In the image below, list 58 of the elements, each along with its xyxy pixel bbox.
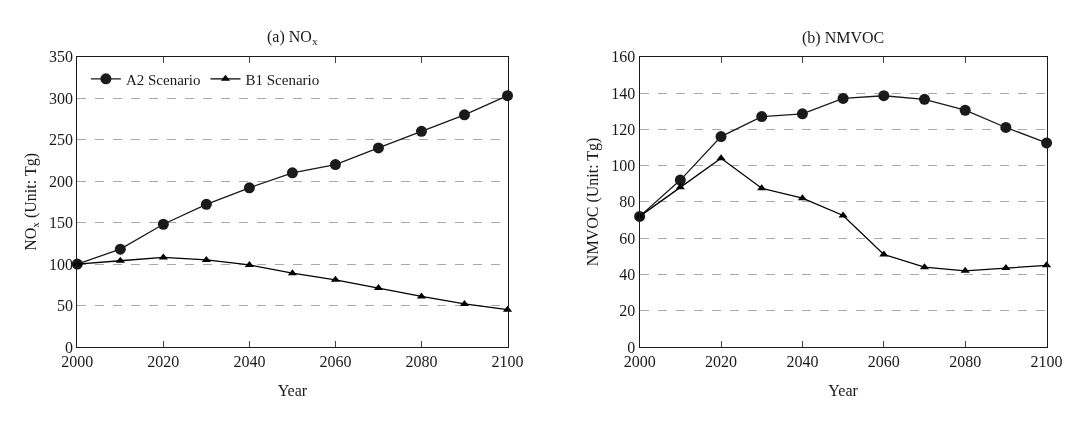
- point: [372, 142, 384, 154]
- y-axis-title: NMVOC (Unit: Tg): [584, 137, 603, 267]
- point: [329, 159, 341, 171]
- y-tick-label: 350: [49, 48, 74, 66]
- y-tick-label: 100: [49, 255, 74, 273]
- point: [1001, 264, 1011, 271]
- point: [415, 125, 427, 137]
- point: [243, 182, 255, 194]
- y-tick-label: 100: [611, 157, 636, 175]
- y-tick-label: 300: [49, 89, 74, 107]
- y-tick-label: 140: [611, 84, 636, 102]
- x-axis-title: Year: [828, 382, 859, 400]
- y-tick-label: 120: [611, 120, 636, 138]
- point: [960, 266, 970, 273]
- point: [837, 92, 849, 104]
- legend-label: B1 Scenario: [245, 71, 320, 88]
- point: [1000, 121, 1012, 133]
- x-tick-label: 2000: [623, 353, 656, 371]
- point: [286, 167, 298, 179]
- chart-title: (b) NMVOC: [802, 29, 885, 47]
- x-tick-label: 2100: [491, 353, 524, 371]
- legend-label: A2 Scenario: [125, 71, 201, 88]
- x-tick-label: 2000: [61, 353, 94, 371]
- x-tick-label: 2060: [319, 353, 352, 371]
- x-tick-label: 2080: [949, 353, 982, 371]
- point: [201, 255, 211, 262]
- y-tick-label: 0: [627, 338, 636, 356]
- y-tick-label: 60: [619, 229, 636, 247]
- y-tick-label: 200: [49, 172, 74, 190]
- x-tick-label: 2080: [405, 353, 438, 371]
- point: [918, 93, 930, 105]
- point: [157, 218, 169, 230]
- point: [200, 198, 212, 210]
- y-tick-label: 80: [619, 193, 636, 211]
- y-tick-label: 250: [49, 131, 74, 149]
- x-axis-title: Year: [277, 382, 308, 400]
- x-tick-label: 2060: [867, 353, 900, 371]
- y-tick-label: 40: [619, 266, 636, 284]
- y-tick-label: 150: [49, 214, 74, 232]
- point: [458, 109, 470, 121]
- point: [756, 111, 768, 123]
- point: [796, 108, 808, 120]
- point: [674, 174, 686, 186]
- chart-title: (a) NO$_{x}$: [267, 28, 318, 48]
- x-tick-label: 2020: [705, 353, 738, 371]
- point: [114, 243, 126, 255]
- x-tick-label: 2040: [233, 353, 266, 371]
- y-tick-label: 20: [619, 302, 636, 320]
- y-tick-label: 50: [57, 297, 74, 315]
- point: [878, 90, 890, 102]
- y-tick-label: 160: [611, 48, 636, 66]
- point: [115, 256, 125, 263]
- x-tick-label: 2040: [786, 353, 819, 371]
- point: [715, 131, 727, 143]
- x-tick-label: 2100: [1030, 353, 1063, 371]
- point: [959, 104, 971, 116]
- x-tick-label: 2020: [147, 353, 180, 371]
- y-tick-label: 0: [65, 338, 74, 356]
